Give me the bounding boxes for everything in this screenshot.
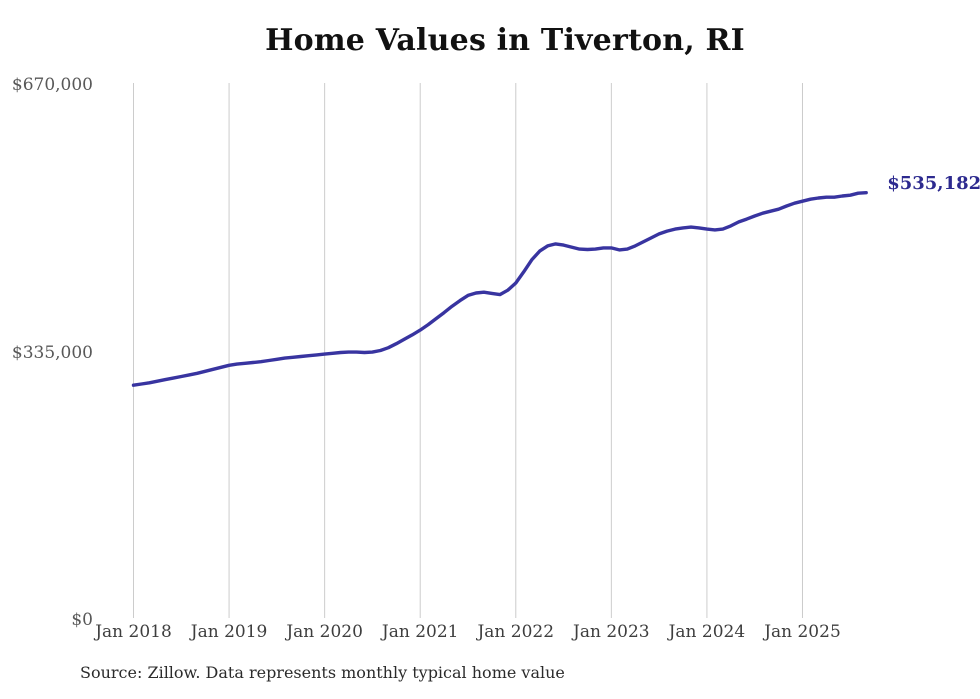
x-tick-label: Jan 2018 (95, 622, 172, 642)
chart-title: Home Values in Tiverton, RI (265, 23, 745, 58)
latest-value-label: $535,182 (887, 172, 980, 194)
x-tick-label: Jan 2023 (573, 622, 650, 642)
source-note: Source: Zillow. Data represents monthly … (80, 663, 565, 682)
y-tick-label: $335,000 (11, 342, 93, 363)
y-tick-label: $670,000 (11, 75, 93, 95)
x-tick-label: Jan 2022 (477, 622, 555, 642)
x-tick-label: Jan 2020 (286, 622, 363, 642)
x-tick-label: Jan 2021 (381, 622, 459, 642)
x-tick-label: Jan 2019 (190, 622, 268, 642)
x-tick-label: Jan 2024 (668, 622, 746, 642)
value-line (131, 191, 868, 387)
y-tick-label: $0 (71, 610, 93, 630)
x-tick-label: Jan 2025 (764, 622, 841, 642)
